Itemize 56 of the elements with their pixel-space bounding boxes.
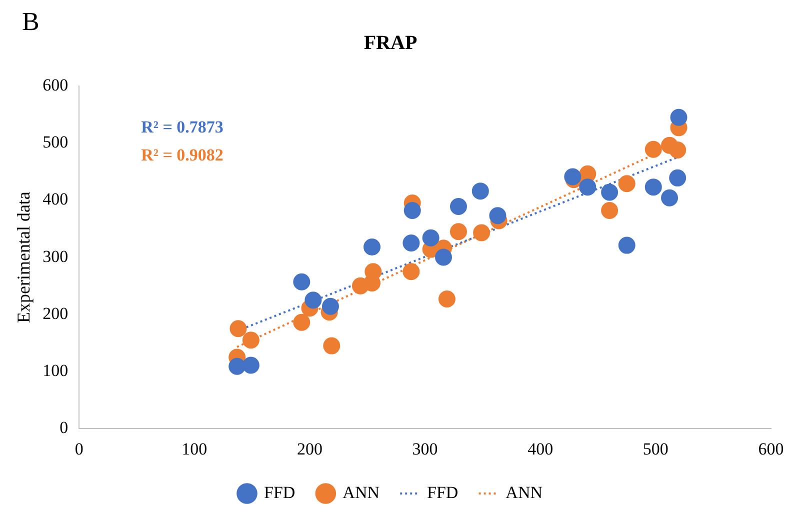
x-tick-label: 300 [412,439,438,458]
legend-label: FFD [264,482,296,502]
point [293,314,310,331]
point [364,238,381,256]
annotation: R² = 0.7873 [141,117,224,136]
text: B [22,6,40,36]
point [402,234,420,252]
point [435,248,452,266]
point [601,202,618,219]
y-tick-label: 0 [60,418,68,438]
legend-label: ANN [506,482,543,502]
x-tick-label: 500 [642,439,668,458]
y-tick-label: 300 [42,246,68,266]
x-tick-label: 200 [296,439,322,458]
point [644,178,662,196]
point [228,358,246,375]
point [450,198,467,215]
y-tick-label: 400 [42,190,68,209]
point [670,108,688,126]
point [322,298,339,315]
x-tick-label: 600 [758,439,784,458]
point [404,202,421,219]
y-tick-label: 200 [42,304,68,323]
legend-label: FFD [427,482,458,502]
point [450,223,467,240]
point [661,189,678,206]
point [669,141,686,158]
point [669,169,686,186]
point [618,175,636,192]
y-tick-label: 500 [42,132,68,152]
point [489,207,506,224]
point [601,184,618,201]
y-tick-label: 100 [42,360,68,380]
point [242,356,260,374]
point [230,320,247,338]
point [473,224,490,242]
x-tick-label: 100 [182,439,208,458]
x-tick-label: 400 [528,439,554,458]
point [579,178,596,196]
annotation: R² = 0.9082 [141,145,224,164]
point [293,273,310,290]
y-tick-label: 600 [42,75,68,94]
x-tick-label: 0 [74,439,84,458]
y-axis-title: Experimental data [14,192,34,324]
point [323,337,340,354]
point [564,168,582,186]
point [438,290,456,308]
point [422,229,440,246]
point [402,263,420,280]
point [472,182,489,200]
point [644,140,662,158]
point [304,292,322,309]
point [618,236,636,254]
chart-title: FRAP [364,32,418,54]
legend-label: ANN [342,482,380,502]
point [242,332,260,349]
